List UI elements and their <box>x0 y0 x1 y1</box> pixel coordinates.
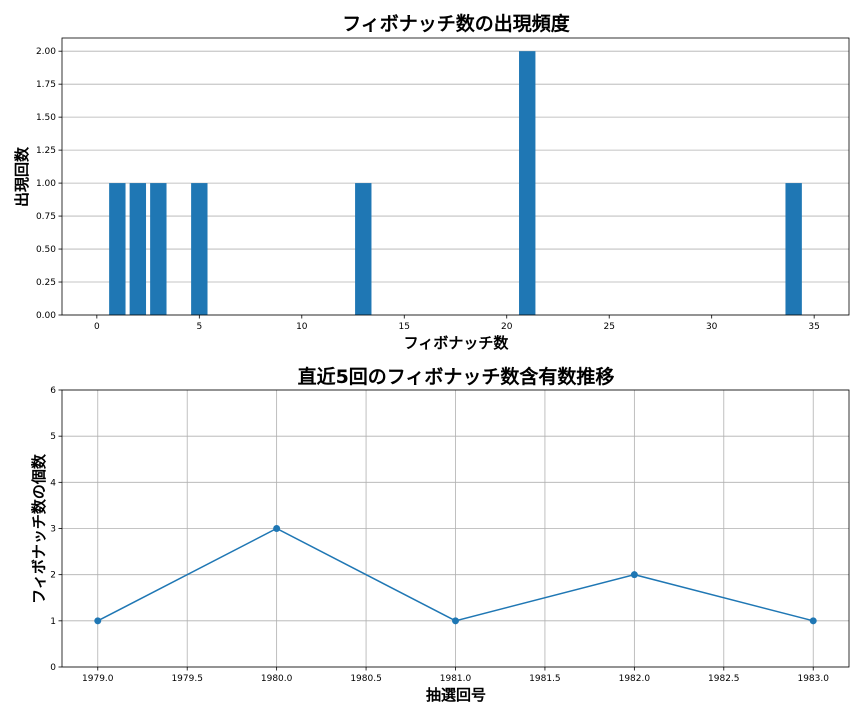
bar-chart-x-tick-label: 20 <box>501 322 513 332</box>
bar-chart-x-tick-label: 5 <box>196 322 202 332</box>
line-chart-x-tick-label: 1981.5 <box>529 674 561 684</box>
bar-chart-frame <box>61 37 850 316</box>
line-chart-x-tick-label: 1980.5 <box>350 674 382 684</box>
bar-chart: フィボナッチ数の出現頻度 0 5 10 15 20 25 30 35 0.00 0.25 0.50… <box>13 12 850 352</box>
line-chart-x-tick-label: 1983.0 <box>797 674 829 684</box>
line-chart-x-tick-label: 1982.5 <box>708 674 740 684</box>
line-chart-x-tick-label: 1979.0 <box>82 674 114 684</box>
line-chart-y-label: フィボナッチ数の個数 <box>30 453 48 604</box>
line-chart-x-tick-label: 1981.0 <box>440 674 472 684</box>
bar-chart-x-label: フィボナッチ数 <box>404 334 510 352</box>
data-point <box>94 617 102 625</box>
data-point <box>809 617 817 625</box>
line-chart-x-tick-label: 1979.5 <box>171 674 203 684</box>
bar-chart-y-tick-label: 0.50 <box>36 245 56 255</box>
line-chart-y-tick-label: 5 <box>50 432 56 442</box>
bar-chart-x-tick-label: 25 <box>603 322 614 332</box>
bar-chart-bars <box>109 51 802 315</box>
bar-chart-x-ticks: 0 5 10 15 20 25 30 35 <box>94 315 820 332</box>
bar-chart-y-tick-label: 1.25 <box>36 146 56 156</box>
bar <box>150 183 167 315</box>
line-chart: 直近5回のフィボナッチ数含有数推移 1979.0 1979.5 1980.0 1980… <box>30 365 850 704</box>
data-point <box>630 571 638 579</box>
bar-chart-y-tick-label: 2.00 <box>36 47 56 57</box>
line-chart-x-ticks: 1979.0 1979.5 1980.0 1980.5 1981.0 1981.5 1982… <box>82 667 829 684</box>
bar-chart-y-tick-label: 1.50 <box>36 113 56 123</box>
bar-chart-y-label: 出現回数 <box>13 146 31 207</box>
line-chart-x-tick-label: 1982.0 <box>619 674 651 684</box>
bar-chart-x-tick-label: 10 <box>296 322 308 332</box>
bar-chart-y-tick-label: 1.75 <box>36 80 56 90</box>
data-point <box>452 617 459 625</box>
bar-chart-y-tick-label: 0.00 <box>36 311 56 321</box>
bar <box>129 183 147 315</box>
bar <box>355 183 372 315</box>
line-chart-y-tick-label: 2 <box>50 571 56 581</box>
bar-chart-x-tick-label: 0 <box>94 322 100 332</box>
line-chart-title: 直近5回のフィボナッチ数含有数推移 <box>298 365 615 388</box>
line-chart-x-tick-label: 1980.0 <box>261 674 293 684</box>
data-point <box>273 525 281 532</box>
bar-chart-x-tick-label: 35 <box>808 322 819 332</box>
bar <box>519 51 536 315</box>
line-chart-y-tick-label: 1 <box>50 617 56 627</box>
bar <box>191 183 208 315</box>
bar-chart-x-tick-label: 15 <box>399 322 410 332</box>
line-chart-x-label: 抽選回号 <box>426 686 486 704</box>
line-chart-y-ticks: 0 1 2 3 4 5 6 <box>50 386 62 673</box>
bar <box>109 183 126 315</box>
bar-chart-y-tick-label: 1.00 <box>36 179 56 189</box>
bar-chart-y-tick-label: 0.25 <box>36 278 56 288</box>
line-chart-y-tick-label: 4 <box>50 478 56 488</box>
line-chart-series <box>94 525 817 625</box>
line-chart-y-tick-label: 6 <box>50 386 56 396</box>
line-chart-grid <box>62 389 849 668</box>
line-chart-y-tick-label: 3 <box>50 525 56 535</box>
bar <box>785 183 802 315</box>
bar-chart-grid <box>62 50 849 316</box>
bar-chart-title: フィボナッチ数の出現頻度 <box>342 12 571 35</box>
line-chart-y-tick-label: 0 <box>50 663 56 673</box>
bar-chart-y-ticks: 0.00 0.25 0.50 0.75 1.00 1.25 1.50 1.75 2.00 <box>36 47 62 321</box>
bar-chart-y-tick-label: 0.75 <box>36 212 56 222</box>
bar-chart-x-tick-label: 30 <box>706 322 718 332</box>
